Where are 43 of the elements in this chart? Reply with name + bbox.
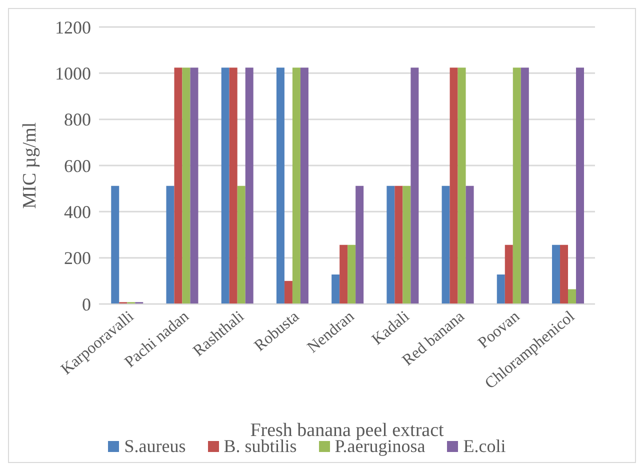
- bar: [166, 186, 174, 304]
- bar: [576, 68, 584, 304]
- bar: [300, 68, 308, 304]
- y-axis-title: MIC µg/ml: [20, 122, 41, 209]
- bar: [410, 68, 419, 304]
- bar: [560, 244, 568, 304]
- bar: [386, 186, 395, 304]
- bar: [237, 186, 246, 304]
- bar: [221, 68, 230, 304]
- bar: [190, 68, 198, 304]
- bar: [466, 186, 474, 304]
- bar: [512, 68, 521, 304]
- y-tick-label: 600: [64, 156, 91, 176]
- bar: [552, 244, 560, 304]
- y-tick-label: 200: [64, 248, 91, 268]
- bar: [276, 68, 284, 304]
- bar: [504, 244, 513, 304]
- bar: [394, 186, 403, 304]
- y-tick-label: 0: [82, 294, 91, 314]
- y-tick-label: 1000: [55, 64, 91, 84]
- bar: [450, 68, 458, 304]
- bar: [520, 68, 529, 304]
- bar: [111, 186, 120, 304]
- bar: [174, 68, 182, 304]
- bar: [356, 186, 364, 304]
- bar: [229, 68, 238, 304]
- bar: [292, 68, 300, 304]
- bar: [348, 244, 356, 304]
- y-tick-label: 800: [64, 110, 91, 130]
- bar: [568, 289, 576, 304]
- bar: [340, 244, 348, 304]
- bar: [402, 186, 411, 304]
- y-tick-label: 400: [64, 202, 91, 222]
- legend-label: S.aureus: [123, 436, 186, 457]
- bar: [458, 68, 466, 304]
- bar: [245, 68, 254, 304]
- y-tick-label: 1200: [55, 17, 91, 38]
- bar: [284, 280, 292, 304]
- bar: [496, 274, 505, 304]
- legend-label: E.coli: [462, 436, 506, 457]
- bar: [442, 186, 450, 304]
- bar: [182, 68, 190, 304]
- bar: [332, 274, 340, 304]
